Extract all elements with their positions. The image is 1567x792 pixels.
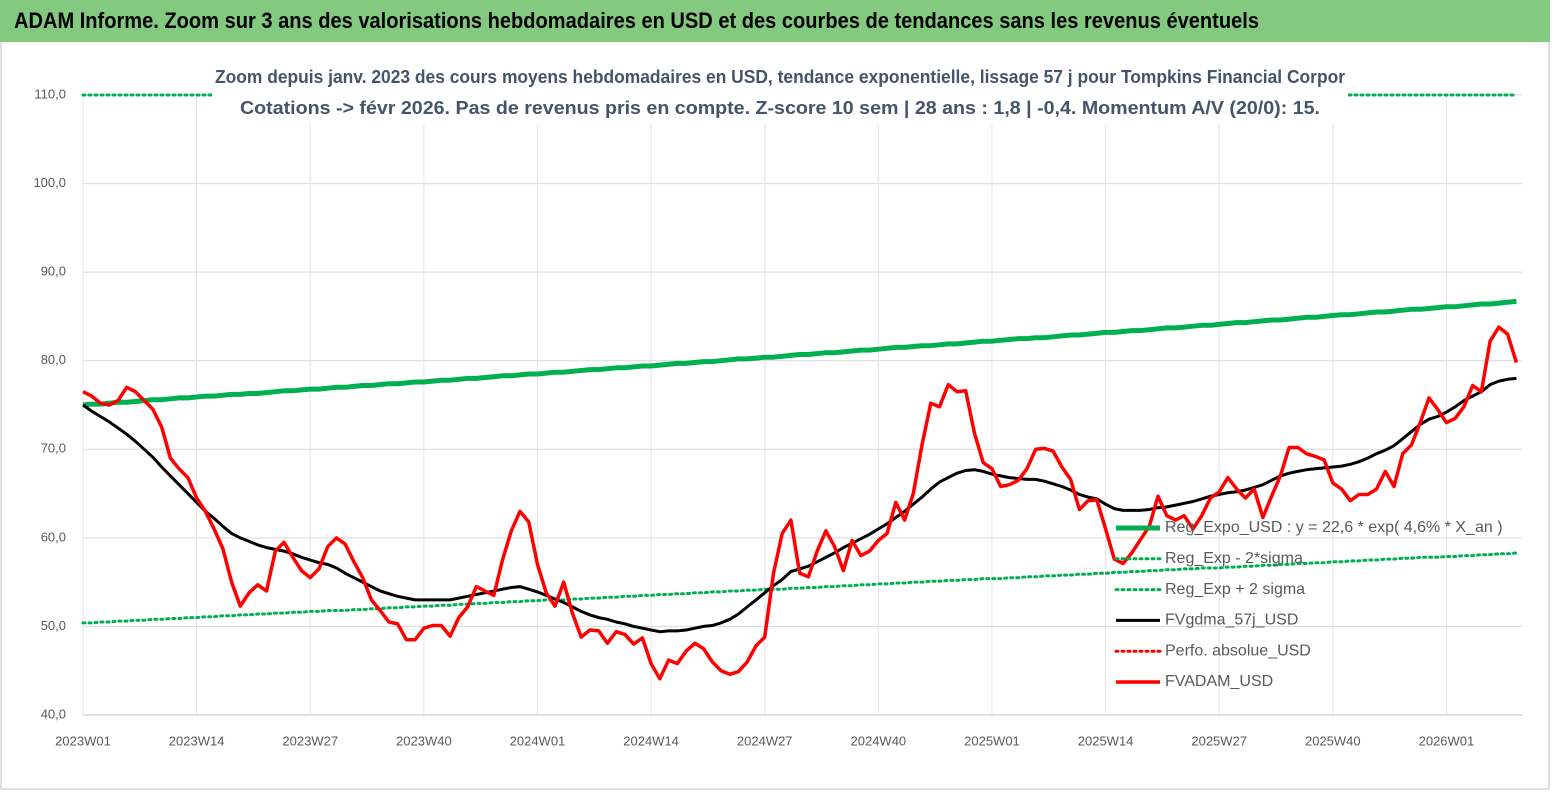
legend-label: Reg_Expo_USD : y = 22,6 * exp( 4,6% * X_… (1165, 519, 1503, 536)
x-tick-label: 2025W01 (964, 733, 1020, 748)
subtitle-background (212, 62, 1348, 124)
x-tick-label: 2024W40 (851, 733, 907, 748)
series-line (82, 298, 1517, 408)
legend-label: Reg_Exp + 2 sigma (1165, 581, 1305, 598)
series-line (81, 551, 1518, 625)
x-tick-label: 2023W01 (55, 733, 111, 748)
legend-label: FVADAM_USD (1165, 673, 1273, 690)
title-bar (0, 0, 1550, 42)
x-tick-label: 2025W14 (1078, 733, 1134, 748)
x-tick-label: 2023W14 (169, 733, 225, 748)
x-tick-label: 2024W01 (510, 733, 566, 748)
x-tick-label: 2024W27 (737, 733, 793, 748)
chart-subtitle: Zoom depuis janv. 2023 des cours moyens … (215, 67, 1345, 87)
y-tick-label: 50,0 (41, 618, 66, 633)
x-tick-label: 2023W40 (396, 733, 452, 748)
legend-label: Reg_Exp - 2*sigma (1165, 550, 1303, 567)
y-tick-label: 60,0 (41, 529, 66, 544)
y-tick-label: 90,0 (41, 264, 66, 279)
x-tick-label: 2026W01 (1419, 733, 1475, 748)
x-tick-label: 2023W27 (282, 733, 338, 748)
legend-label: FVgdma_57j_USD (1165, 612, 1298, 629)
y-tick-label: 110,0 (34, 86, 66, 101)
legend-label: Perfo. absolue_USD (1165, 642, 1311, 659)
y-tick-label: 70,0 (41, 441, 66, 456)
y-tick-label: 100,0 (33, 175, 66, 190)
y-tick-label: 40,0 (41, 706, 66, 721)
y-tick-label: 80,0 (41, 352, 66, 367)
series-line (82, 325, 1519, 681)
chart-title: ADAM Informe. Zoom sur 3 ans des valoris… (14, 8, 1259, 33)
x-tick-label: 2025W40 (1305, 733, 1361, 748)
x-tick-label: 2024W14 (623, 733, 679, 748)
x-tick-label: 2025W27 (1191, 733, 1247, 748)
chart-subtitle: Cotations -> févr 2026. Pas de revenus p… (240, 98, 1320, 118)
